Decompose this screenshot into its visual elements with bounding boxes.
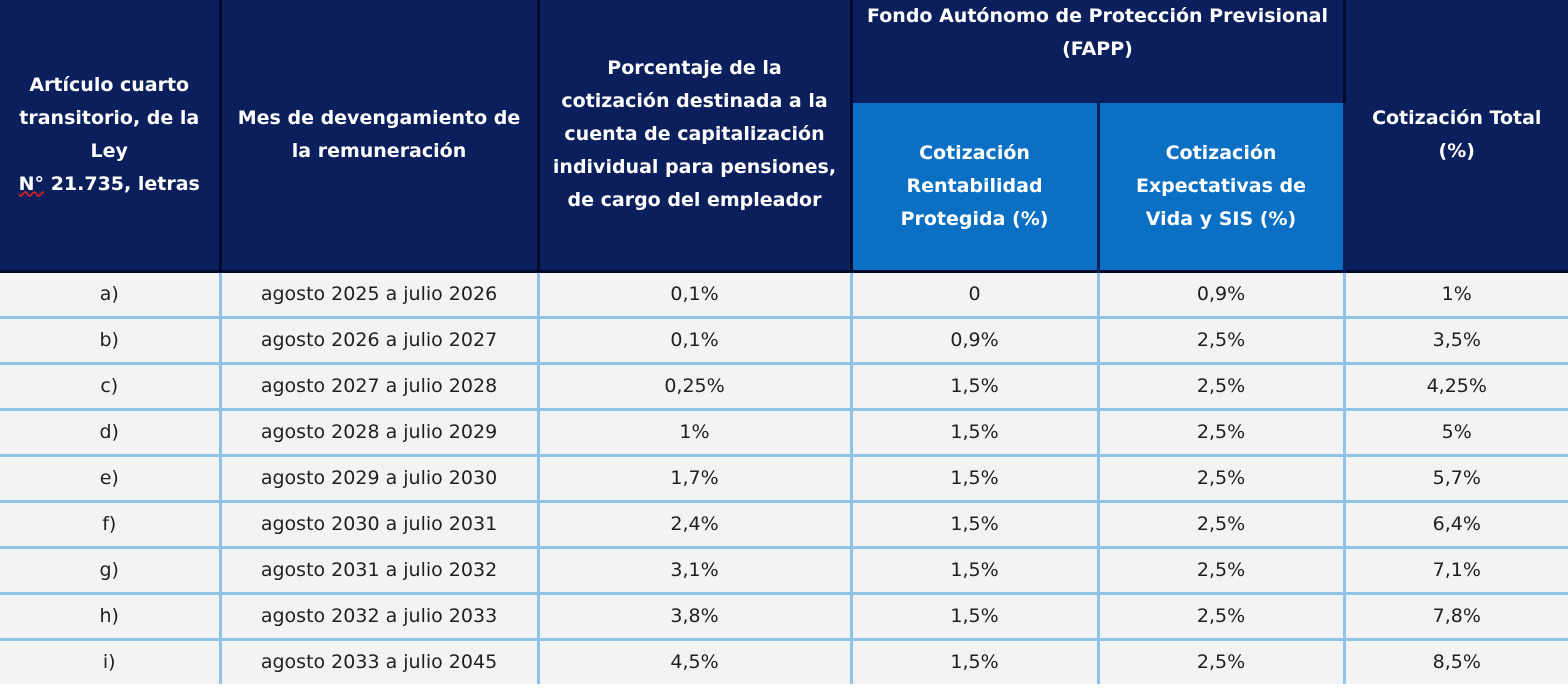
cell-rentabilidad: 0 — [851, 269, 1100, 317]
cell-expectativas: 2,5% — [1098, 361, 1346, 409]
cell-rentabilidad: 1,5% — [851, 499, 1100, 547]
cell-porcentaje: 4,5% — [538, 637, 853, 684]
header-total-label: Cotización Total (%) — [1372, 106, 1542, 162]
law-number-prefix: N° — [18, 172, 45, 195]
cell-rentabilidad: 0,9% — [851, 315, 1100, 363]
cell-total: 1% — [1344, 269, 1568, 317]
cell-letra: a) — [0, 269, 222, 317]
table-row: c) agosto 2027 a julio 2028 0,25% 1,5% 2… — [0, 361, 1568, 409]
header-articulo-line2: 21.735, letras — [50, 172, 200, 195]
cell-expectativas: 2,5% — [1098, 499, 1346, 547]
cell-rentabilidad: 1,5% — [851, 453, 1100, 501]
cell-total: 5,7% — [1344, 453, 1568, 501]
cell-letra: e) — [0, 453, 222, 501]
cell-porcentaje: 1% — [538, 407, 853, 455]
table-body: a) agosto 2025 a julio 2026 0,1% 0 0,9% … — [0, 269, 1568, 684]
cell-porcentaje: 3,8% — [538, 591, 853, 639]
header-porcentaje-label: Porcentaje de la cotización destinada a … — [552, 57, 837, 212]
cell-expectativas: 2,5% — [1098, 637, 1346, 684]
cell-expectativas: 2,5% — [1098, 407, 1346, 455]
cell-letra: g) — [0, 545, 222, 593]
cell-expectativas: 2,5% — [1098, 315, 1346, 363]
cell-total: 3,5% — [1344, 315, 1568, 363]
cell-total: 6,4% — [1344, 499, 1568, 547]
header-fapp-label: Fondo Autónomo de Protección Previsional… — [867, 5, 1328, 60]
header-expectativas: Cotización Expectativas de Vida y SIS (%… — [1098, 103, 1346, 271]
cell-porcentaje: 1,7% — [538, 453, 853, 501]
header-total: Cotización Total (%) — [1344, 0, 1568, 271]
cell-rentabilidad: 1,5% — [851, 407, 1100, 455]
header-porcentaje: Porcentaje de la cotización destinada a … — [538, 0, 853, 271]
cell-total: 8,5% — [1344, 637, 1568, 684]
table-row: a) agosto 2025 a julio 2026 0,1% 0 0,9% … — [0, 269, 1568, 317]
cell-porcentaje: 0,25% — [538, 361, 853, 409]
header-articulo-line1: Artículo cuarto transitorio, de la Ley — [19, 73, 200, 162]
cell-rentabilidad: 1,5% — [851, 545, 1100, 593]
header-rentabilidad-label: Cotización Rentabilidad Protegida (%) — [900, 141, 1049, 230]
cell-total: 4,25% — [1344, 361, 1568, 409]
cell-letra: i) — [0, 637, 222, 684]
table-row: d) agosto 2028 a julio 2029 1% 1,5% 2,5%… — [0, 407, 1568, 455]
cell-rentabilidad: 1,5% — [851, 361, 1100, 409]
table-row: f) agosto 2030 a julio 2031 2,4% 1,5% 2,… — [0, 499, 1568, 547]
cell-mes: agosto 2032 a julio 2033 — [220, 591, 540, 639]
header-fapp-group: Fondo Autónomo de Protección Previsional… — [851, 0, 1346, 103]
cell-porcentaje: 2,4% — [538, 499, 853, 547]
cell-porcentaje: 0,1% — [538, 315, 853, 363]
cell-letra: h) — [0, 591, 222, 639]
cell-mes: agosto 2027 a julio 2028 — [220, 361, 540, 409]
cell-total: 7,1% — [1344, 545, 1568, 593]
cell-mes: agosto 2031 a julio 2032 — [220, 545, 540, 593]
header-articulo: Artículo cuarto transitorio, de la Ley N… — [0, 0, 222, 271]
cell-total: 7,8% — [1344, 591, 1568, 639]
cell-mes: agosto 2025 a julio 2026 — [220, 269, 540, 317]
cell-porcentaje: 3,1% — [538, 545, 853, 593]
table-row: i) agosto 2033 a julio 2045 4,5% 1,5% 2,… — [0, 637, 1568, 684]
table-row: b) agosto 2026 a julio 2027 0,1% 0,9% 2,… — [0, 315, 1568, 363]
cell-total: 5% — [1344, 407, 1568, 455]
cell-letra: b) — [0, 315, 222, 363]
cell-mes: agosto 2026 a julio 2027 — [220, 315, 540, 363]
table-row: g) agosto 2031 a julio 2032 3,1% 1,5% 2,… — [0, 545, 1568, 593]
cell-expectativas: 2,5% — [1098, 453, 1346, 501]
table-row: h) agosto 2032 a julio 2033 3,8% 1,5% 2,… — [0, 591, 1568, 639]
cell-rentabilidad: 1,5% — [851, 637, 1100, 684]
cell-porcentaje: 0,1% — [538, 269, 853, 317]
table-row: e) agosto 2029 a julio 2030 1,7% 1,5% 2,… — [0, 453, 1568, 501]
header-expectativas-label: Cotización Expectativas de Vida y SIS (%… — [1135, 141, 1307, 230]
header-mes-label: Mes de devengamiento de la remuneración — [237, 106, 521, 162]
cell-expectativas: 2,5% — [1098, 545, 1346, 593]
cell-expectativas: 0,9% — [1098, 269, 1346, 317]
cell-mes: agosto 2029 a julio 2030 — [220, 453, 540, 501]
cell-mes: agosto 2033 a julio 2045 — [220, 637, 540, 684]
header-mes: Mes de devengamiento de la remuneración — [220, 0, 540, 271]
cell-mes: agosto 2028 a julio 2029 — [220, 407, 540, 455]
cell-mes: agosto 2030 a julio 2031 — [220, 499, 540, 547]
cell-letra: d) — [0, 407, 222, 455]
cell-letra: c) — [0, 361, 222, 409]
cell-letra: f) — [0, 499, 222, 547]
cell-rentabilidad: 1,5% — [851, 591, 1100, 639]
cell-expectativas: 2,5% — [1098, 591, 1346, 639]
header-rentabilidad: Cotización Rentabilidad Protegida (%) — [851, 103, 1100, 271]
